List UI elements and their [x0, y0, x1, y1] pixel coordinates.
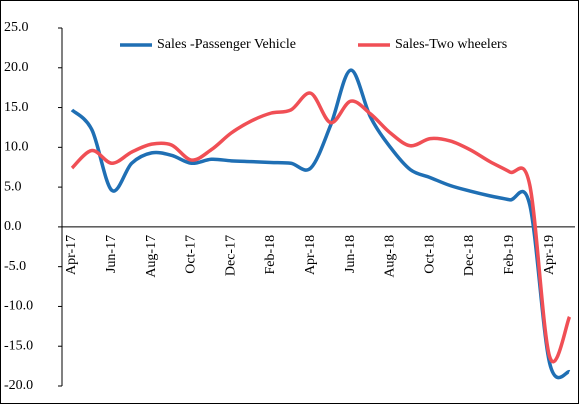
y-tick-label: 10.0 [4, 140, 29, 155]
x-tick-label: Aug-17 [144, 235, 159, 278]
x-tick-label: Oct-17 [184, 235, 199, 274]
series-line [70, 68, 571, 380]
x-tick-label: Dec-18 [462, 235, 477, 276]
x-tick-label: Jun-17 [104, 235, 119, 273]
x-tick-label: Feb-18 [263, 235, 278, 275]
x-tick-label: Oct-18 [422, 235, 437, 274]
x-tick-label: Dec-17 [223, 235, 238, 276]
series-line [70, 91, 572, 364]
legend-label: Sales -Passenger Vehicle [157, 37, 296, 52]
y-tick-label: -15.0 [4, 338, 33, 353]
y-tick-label: -5.0 [4, 259, 26, 274]
y-tick-label: 25.0 [4, 20, 29, 35]
legend-label: Sales-Two wheelers [395, 37, 507, 52]
y-tick-label: -20.0 [4, 378, 33, 393]
y-tick-label: -10.0 [4, 299, 33, 314]
y-tick-label: 0.0 [4, 219, 22, 234]
x-tick-label: Apr-17 [64, 235, 79, 275]
x-tick-label: Jun-18 [343, 235, 358, 273]
x-tick-label: Aug-18 [383, 235, 398, 278]
x-tick-label: Apr-19 [542, 235, 557, 275]
y-tick-label: 5.0 [4, 179, 22, 194]
y-tick-label: 15.0 [4, 100, 29, 115]
x-tick-label: Apr-18 [303, 235, 318, 275]
x-tick-label: Feb-19 [502, 235, 517, 275]
y-tick-label: 20.0 [4, 60, 29, 75]
